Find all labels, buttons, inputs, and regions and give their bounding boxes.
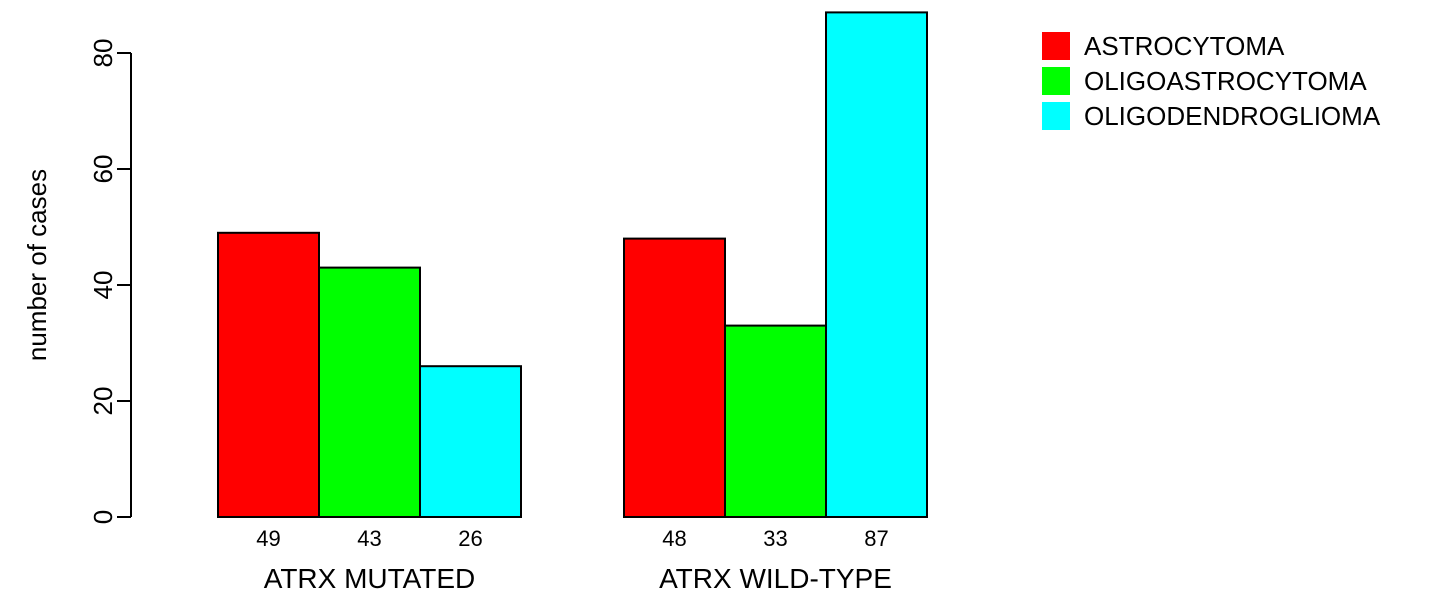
category-label: ATRX MUTATED [264, 563, 476, 594]
bar-value-label: 87 [864, 526, 888, 551]
legend-label: ASTROCYTOMA [1084, 31, 1285, 61]
category-label: ATRX WILD-TYPE [659, 563, 892, 594]
bar-value-label: 49 [256, 526, 280, 551]
bar-value-label: 33 [763, 526, 787, 551]
y-tick-label: 40 [88, 271, 118, 300]
bar-oligodendroglioma-wild-type [825, 11, 928, 519]
legend: ASTROCYTOMA OLIGOASTROCYTOMA OLIGODENDROGL… [1042, 31, 1381, 131]
y-tick-label: 80 [88, 39, 118, 68]
y-axis-label: number of cases [22, 169, 52, 361]
bar-value-label: 26 [458, 526, 482, 551]
legend-swatch [1042, 67, 1070, 95]
bar-astrocytoma-mutated [217, 231, 320, 519]
bars [217, 11, 928, 519]
value-labels: 49 43 26 48 33 87 [256, 526, 888, 551]
y-tick-label: 0 [88, 510, 118, 524]
bar-oligoastrocytoma-mutated [318, 266, 421, 518]
y-tick-label: 20 [88, 387, 118, 416]
bar-astrocytoma-wild-type [623, 237, 726, 518]
bar-value-label: 43 [357, 526, 381, 551]
legend-swatch [1042, 32, 1070, 60]
bar-value-label: 48 [662, 526, 686, 551]
y-tick-label: 60 [88, 155, 118, 184]
legend-label: OLIGOASTROCYTOMA [1084, 66, 1367, 96]
legend-label: OLIGODENDROGLIOMA [1084, 101, 1381, 131]
group-labels: ATRX MUTATED ATRX WILD-TYPE [264, 563, 892, 594]
bar-oligoastrocytoma-wild-type [724, 324, 827, 518]
bar-oligodendroglioma-mutated [419, 365, 522, 519]
legend-swatch [1042, 102, 1070, 130]
y-axis: 0 20 40 60 80 [88, 39, 132, 524]
